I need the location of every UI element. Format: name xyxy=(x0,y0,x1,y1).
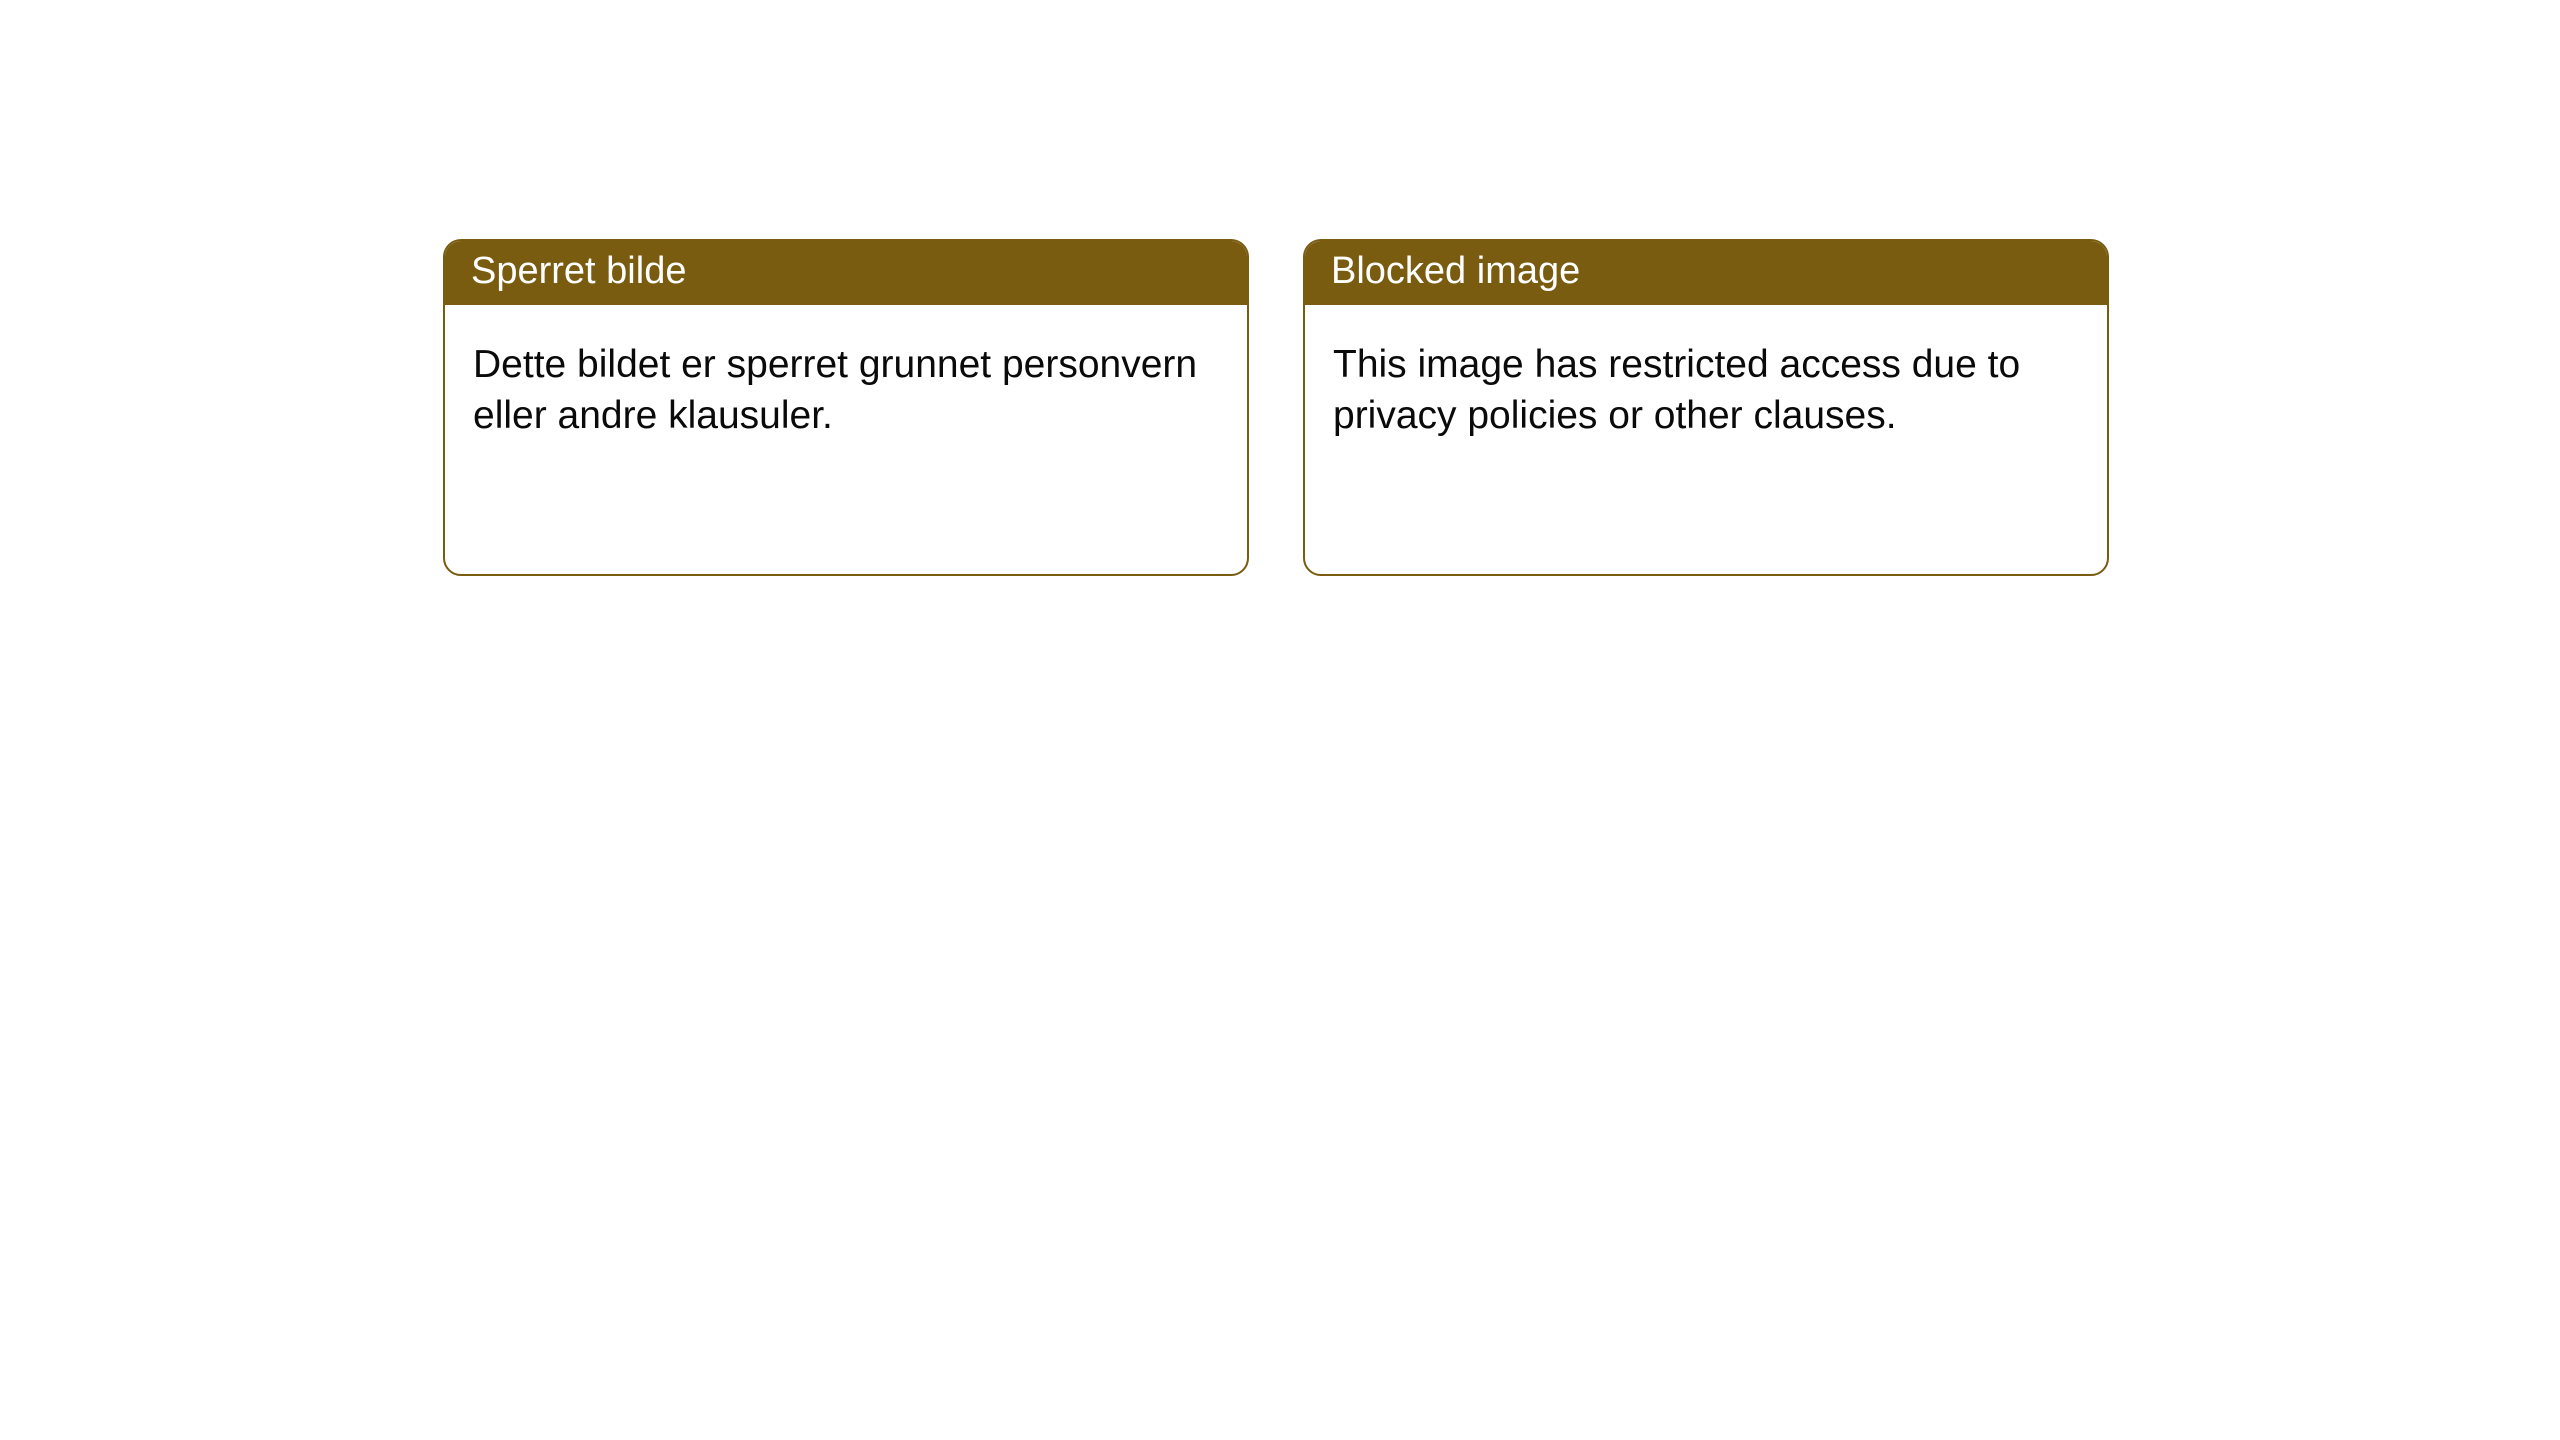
notice-card-norwegian: Sperret bilde Dette bildet er sperret gr… xyxy=(443,239,1249,576)
notice-card-header: Blocked image xyxy=(1305,241,2107,305)
notice-card-header: Sperret bilde xyxy=(445,241,1247,305)
notice-card-english: Blocked image This image has restricted … xyxy=(1303,239,2109,576)
notice-card-body: Dette bildet er sperret grunnet personve… xyxy=(445,305,1247,476)
notice-container: Sperret bilde Dette bildet er sperret gr… xyxy=(0,0,2560,576)
notice-card-body: This image has restricted access due to … xyxy=(1305,305,2107,476)
